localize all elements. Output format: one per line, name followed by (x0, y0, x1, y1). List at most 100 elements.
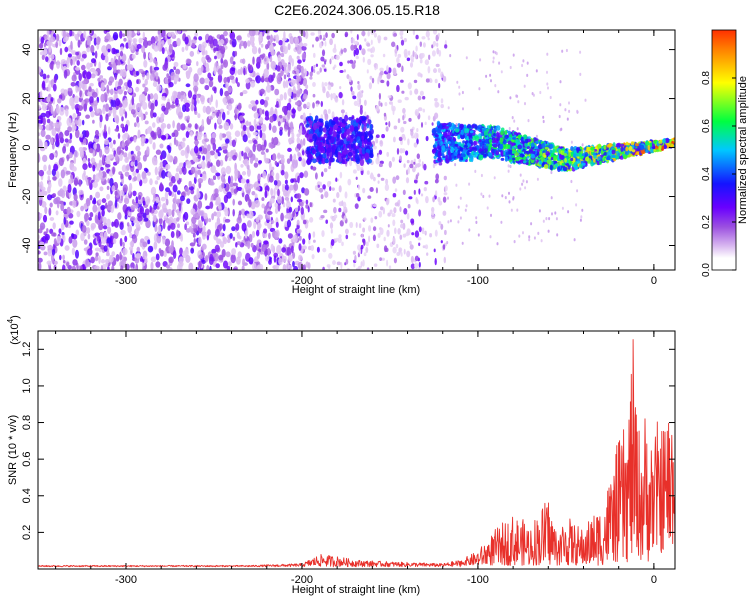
spectrogram-blob (361, 135, 365, 141)
spectrogram-blob (235, 256, 241, 265)
spectrogram-blob (408, 117, 412, 122)
spectrogram-blob (341, 127, 345, 134)
spectrogram-blob (397, 53, 402, 58)
spectrogram-blob (492, 56, 495, 60)
spectrogram-blob (387, 224, 390, 228)
spectrogram-blob (204, 193, 208, 201)
spectrogram-blob (178, 202, 182, 212)
spectrogram-blob (227, 86, 232, 94)
spectrogram-blob (197, 207, 201, 216)
spectrogram-blob (311, 44, 315, 48)
spectrogram-blob (174, 97, 179, 106)
spectrogram-blob (236, 82, 240, 88)
spectrogram-blob (320, 56, 325, 62)
spectrogram-blob (300, 206, 304, 215)
spectrogram-blob (345, 258, 349, 265)
spectrogram-blob (414, 230, 420, 238)
spectrogram-blob (76, 210, 81, 218)
spectrogram-blob (218, 124, 223, 129)
spectrogram-blob (100, 166, 104, 171)
spectrogram-blob (173, 77, 177, 82)
spectrogram-blob (343, 47, 347, 53)
spectrogram-blob (309, 217, 314, 223)
spectrogram-blob (286, 247, 292, 257)
spectrogram-blob (254, 193, 258, 199)
spectrogram-blob (379, 70, 384, 76)
spectrogram-blob (449, 54, 452, 58)
spectrogram-blob (62, 264, 66, 270)
spectrogram-blob (61, 189, 66, 199)
spectrogram-blob (360, 244, 364, 250)
spectrogram-blob (417, 237, 422, 241)
spectrogram-blob (215, 263, 220, 269)
spectrogram-blob (406, 57, 411, 62)
spectrogram-blob (433, 146, 438, 150)
spectrogram-blob (222, 97, 228, 104)
spectrogram-blob (155, 60, 158, 67)
spectrogram-blob (349, 221, 354, 229)
spectrogram-blob (326, 147, 332, 154)
spectrogram-blob (131, 54, 136, 59)
spectrogram-blob (341, 159, 346, 165)
spectrogram-blob (355, 192, 360, 198)
spectrogram-blob (498, 61, 501, 65)
spectrogram-blob (47, 245, 53, 249)
spectrogram-blob (75, 66, 80, 71)
spectrogram-blob (517, 100, 520, 104)
spectrogram-blob (322, 86, 326, 94)
spectrogram-blob (104, 55, 109, 64)
spectrogram-blob (83, 103, 88, 112)
spectrogram-blob (222, 260, 229, 269)
spectrogram-blob (438, 161, 443, 166)
spectrogram-blob (254, 199, 260, 208)
spectrogram-blob (259, 186, 263, 192)
spectrogram-blob (287, 254, 293, 262)
spectrogram-blob (100, 264, 104, 270)
spectrogram-blob (107, 178, 110, 184)
spectrogram-blob (46, 194, 53, 201)
spectrogram-blob (288, 98, 292, 103)
spectrogram-blob (271, 166, 275, 171)
spectrogram-blob (126, 222, 130, 227)
spectrogram-blob (122, 103, 125, 108)
spectrogram-blob (199, 146, 203, 152)
spectrogram-blob (232, 154, 237, 161)
spectrogram-blob (169, 142, 172, 147)
spectrogram-blob (343, 120, 346, 125)
spectrogram-blob (244, 182, 250, 191)
spectrogram-blob (130, 32, 136, 37)
spectrogram-blob (253, 220, 257, 229)
spectrogram-blob (437, 32, 440, 37)
spectrogram-blob (242, 90, 248, 95)
spectrogram-blob (155, 72, 159, 80)
spectrogram-blob (102, 225, 108, 230)
spectrogram-blob (150, 36, 156, 45)
spectrogram-blob (149, 205, 152, 213)
spectrogram-blob (542, 115, 545, 119)
spectrogram-blob (233, 188, 238, 194)
spectrogram-blob (524, 186, 527, 190)
spectrogram-blob (76, 60, 80, 66)
spectrogram-blob (434, 98, 438, 102)
spectrogram-blob (105, 30, 111, 33)
spectrogram-blob (392, 176, 397, 184)
spectrogram-blob (403, 248, 406, 255)
spectrogram-blob (152, 214, 157, 222)
spectrogram-blob (424, 121, 427, 126)
spectrogram-blob (218, 254, 224, 261)
spectrogram-blob (167, 153, 171, 162)
spectrogram-blob (130, 108, 136, 115)
spectrogram-blob (299, 172, 304, 179)
spectrogram-blob (584, 98, 587, 102)
spectrogram-blob (527, 119, 530, 123)
spectrogram-blob (247, 140, 254, 144)
spectrogram-blob (236, 35, 242, 41)
spectrogram-blob (323, 133, 328, 139)
spectrogram-blob (231, 38, 237, 48)
spectrogram-blob (468, 228, 471, 232)
spectrogram-blob (207, 229, 211, 236)
spectrogram-blob (267, 210, 273, 215)
spectrogram-blob (112, 106, 117, 115)
spectrogram-blob (440, 98, 444, 104)
spectrogram-blob (188, 262, 194, 270)
